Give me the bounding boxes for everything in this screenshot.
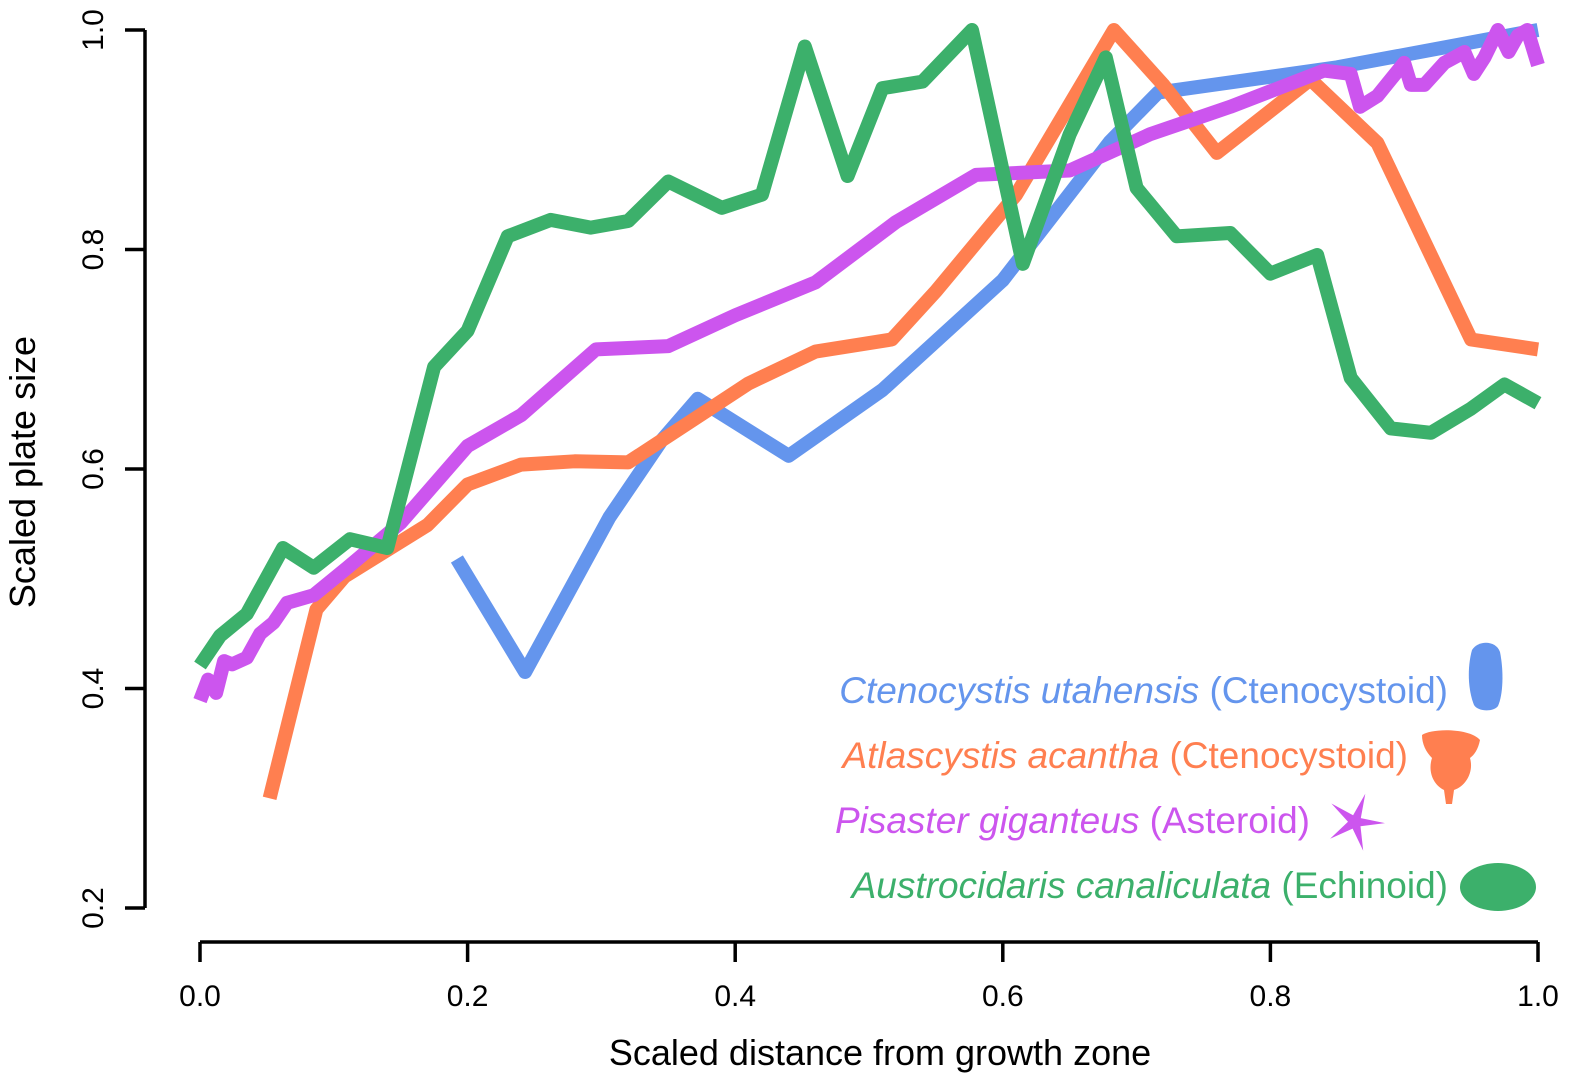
legend-group: (Asteroid) [1139,800,1310,841]
atlascystis-icon [1422,730,1480,804]
x-tick-label: 0.4 [714,980,756,1013]
ctenocystis-icon [1468,642,1503,711]
legend-entry: Atlascystis acantha (Ctenocystoid) [840,735,1408,776]
legend-species: Atlascystis acantha [840,735,1159,776]
y-tick-label: 0.2 [77,887,110,929]
series-line-ctenocystis-utahensis [450,23,1540,679]
x-axis-title: Scaled distance from growth zone [609,1032,1151,1073]
x-tick-label: 0.8 [1250,980,1292,1013]
series-line-austrocidaris-canaliculata [194,23,1542,670]
x-tick-label: 0.0 [179,980,221,1013]
x-tick-label: 0.6 [982,980,1024,1013]
legend-entry: Pisaster giganteus (Asteroid) [835,800,1310,841]
y-tick-label: 0.4 [77,668,110,710]
legend-group: (Echinoid) [1271,865,1448,906]
y-tick-label: 1.0 [77,9,110,51]
y-axis: 0.2 0.4 0.6 0.8 1.0 [77,9,147,929]
legend-species: Ctenocystis utahensis [839,670,1199,711]
legend-entry: Ctenocystis utahensis (Ctenocystoid) [839,670,1448,711]
legend: Ctenocystis utahensis (Ctenocystoid)Atla… [835,642,1536,911]
y-tick-label: 0.6 [77,448,110,490]
series-line-pisaster-giganteus [193,23,1545,704]
y-tick-label: 0.8 [77,229,110,271]
x-tick-label: 0.2 [447,980,489,1013]
legend-group: (Ctenocystoid) [1159,735,1408,776]
series-layer [193,23,1545,800]
y-axis-title: Scaled plate size [2,336,43,608]
legend-group: (Ctenocystoid) [1199,670,1448,711]
x-axis: 0.0 0.2 0.4 0.6 0.8 1.0 [179,940,1559,1013]
legend-species: Pisaster giganteus [835,800,1139,841]
series-line-atlascystis-acantha [262,23,1540,800]
legend-species: Austrocidaris canaliculata [850,865,1272,906]
echinoid-icon [1460,863,1536,911]
x-tick-label: 1.0 [1517,980,1559,1013]
legend-entry: Austrocidaris canaliculata (Echinoid) [850,865,1448,906]
sea-star-icon [1330,793,1385,851]
